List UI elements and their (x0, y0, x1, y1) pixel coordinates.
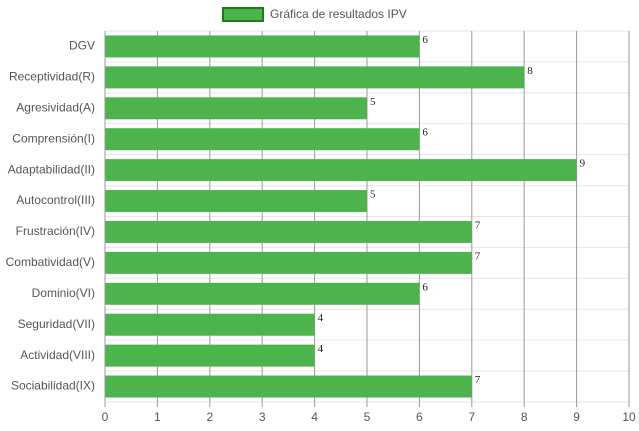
value-label: 5 (370, 189, 376, 201)
y-tick-label: Combatividad(V) (6, 255, 95, 269)
value-label: 7 (475, 219, 481, 231)
bar (105, 128, 420, 151)
x-tick-label: 9 (573, 410, 580, 424)
bar (105, 375, 472, 398)
y-tick-label: Frustración(IV) (16, 224, 95, 238)
value-label: 6 (422, 127, 428, 139)
x-tick-label: 7 (468, 410, 475, 424)
value-label: 5 (370, 96, 376, 108)
y-tick-label: Sociabilidad(IX) (11, 379, 95, 393)
y-tick-label: Comprensión(I) (12, 131, 95, 145)
x-tick-label: 3 (259, 410, 266, 424)
x-tick-label: 2 (206, 410, 213, 424)
y-tick-label: DGV (69, 39, 95, 53)
bar (105, 159, 577, 182)
bar (105, 66, 525, 89)
x-tick-label: 8 (521, 410, 528, 424)
y-tick-label: Seguridad(VII) (18, 317, 95, 331)
bar (105, 97, 367, 120)
value-label: 8 (527, 65, 533, 77)
y-tick-label: Autocontrol(III) (16, 193, 95, 207)
bar (105, 35, 420, 58)
y-tick-label: Adaptabilidad(II) (8, 162, 95, 176)
value-label: 4 (318, 312, 324, 324)
value-label: 9 (580, 158, 586, 170)
x-tick-label: 6 (416, 410, 423, 424)
x-tick-label: 4 (311, 410, 318, 424)
x-tick-label: 10 (622, 410, 636, 424)
bar (105, 220, 472, 243)
value-label: 6 (422, 34, 428, 46)
value-label: 4 (318, 343, 324, 355)
x-tick-label: 5 (364, 410, 371, 424)
y-tick-label: Dominio(VI) (32, 286, 95, 300)
bar (105, 251, 472, 274)
value-label: 7 (475, 250, 481, 262)
bar (105, 313, 315, 336)
y-tick-label: Actividad(VIII) (20, 348, 95, 362)
bar (105, 190, 367, 213)
legend-label: Gráfica de resultados IPV (270, 7, 407, 21)
x-tick-label: 1 (154, 410, 161, 424)
bar (105, 282, 420, 305)
value-label: 6 (422, 281, 428, 293)
y-tick-label: Receptividad(R) (9, 70, 95, 84)
x-tick-label: 0 (102, 410, 109, 424)
legend-swatch (222, 7, 264, 22)
bar (105, 344, 315, 367)
value-label: 7 (475, 374, 481, 386)
y-tick-label: Agresividad(A) (16, 100, 95, 114)
